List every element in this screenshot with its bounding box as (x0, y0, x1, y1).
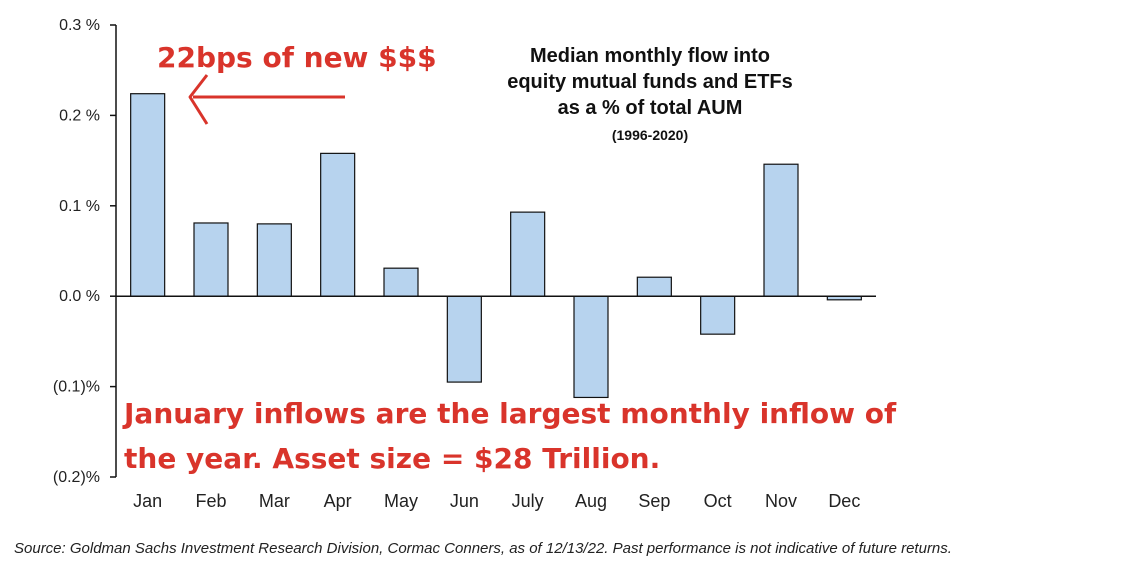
bar-nov (763, 163, 799, 297)
callout-note: January inflows are the largest monthly … (122, 397, 897, 475)
arrow-callout-label: 22bps of new $$$ (157, 41, 437, 74)
y-tick-label: 0.1 % (59, 198, 100, 215)
chart-title: Median monthly flow into equity mutual f… (507, 45, 793, 143)
title-line-3: as a % of total AUM (558, 97, 743, 119)
x-axis-labels: Jan Feb Mar Apr May Jun July Aug Sep Oct Nov Dec (133, 491, 860, 511)
x-tick-label: Jun (450, 491, 479, 511)
x-tick-label: Nov (765, 491, 797, 511)
bar-feb (193, 222, 229, 297)
x-tick-label: Mar (259, 491, 290, 511)
monthly-flow-bar-chart: 0.3 % 0.2 % 0.1 % 0.0 % (0.1)% (0.2)% Jan Feb M… (53, 17, 897, 511)
title-line-1: Median monthly flow into (530, 45, 770, 67)
x-tick-label: Feb (195, 491, 226, 511)
y-tick-label: 0.0 % (59, 288, 100, 305)
x-tick-label: Aug (575, 491, 607, 511)
left-arrow-icon (188, 74, 345, 125)
bar-may (383, 267, 419, 297)
y-tick-label: 0.2 % (59, 107, 100, 124)
x-tick-label: Dec (828, 491, 860, 511)
x-tick-label: Oct (704, 491, 732, 511)
source-note: Source: Goldman Sachs Investment Researc… (14, 540, 952, 557)
chart-subtitle: (1996-2020) (612, 127, 688, 143)
y-axis-ticks: 0.3 % 0.2 % 0.1 % 0.0 % (0.1)% (0.2)% (53, 17, 116, 486)
bar-mar (256, 223, 292, 297)
title-line-2: equity mutual funds and ETFs (507, 71, 793, 93)
bars (130, 93, 862, 399)
bar-oct (700, 295, 736, 335)
bar-jan (130, 93, 166, 297)
x-tick-label: Sep (638, 491, 670, 511)
x-tick-label: May (384, 491, 418, 511)
bar-sep (636, 276, 672, 297)
x-tick-label: Jan (133, 491, 162, 511)
y-tick-label: 0.3 % (59, 17, 100, 34)
callout-note-line-2: the year. Asset size = $28 Trillion. (124, 442, 660, 475)
y-tick-label: (0.1)% (53, 379, 100, 396)
bar-july (510, 211, 546, 297)
bar-apr (320, 152, 356, 297)
x-tick-label: July (512, 491, 544, 511)
x-tick-label: Apr (324, 491, 352, 511)
arrow-callout: 22bps of new $$$ (157, 41, 437, 125)
bar-aug (573, 295, 609, 399)
bar-jun (446, 295, 482, 383)
y-tick-label: (0.2)% (53, 469, 100, 486)
callout-note-line-1: January inflows are the largest monthly … (122, 397, 897, 430)
